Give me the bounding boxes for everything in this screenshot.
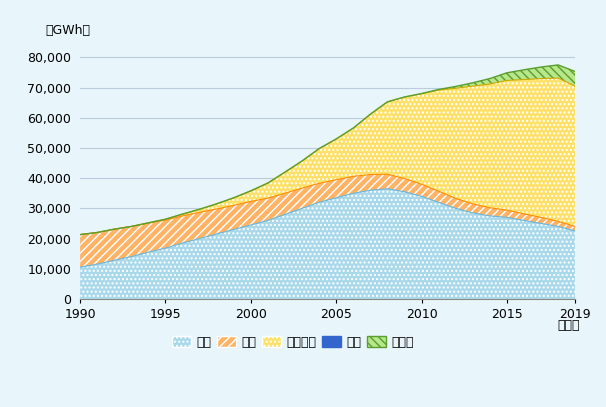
Text: （年）: （年） (558, 319, 580, 333)
Legend: 石炭, 石油, 天然ガス, 風力, 太陽光: 石炭, 石油, 天然ガス, 風力, 太陽光 (167, 331, 419, 354)
Text: （GWh）: （GWh） (45, 24, 90, 37)
